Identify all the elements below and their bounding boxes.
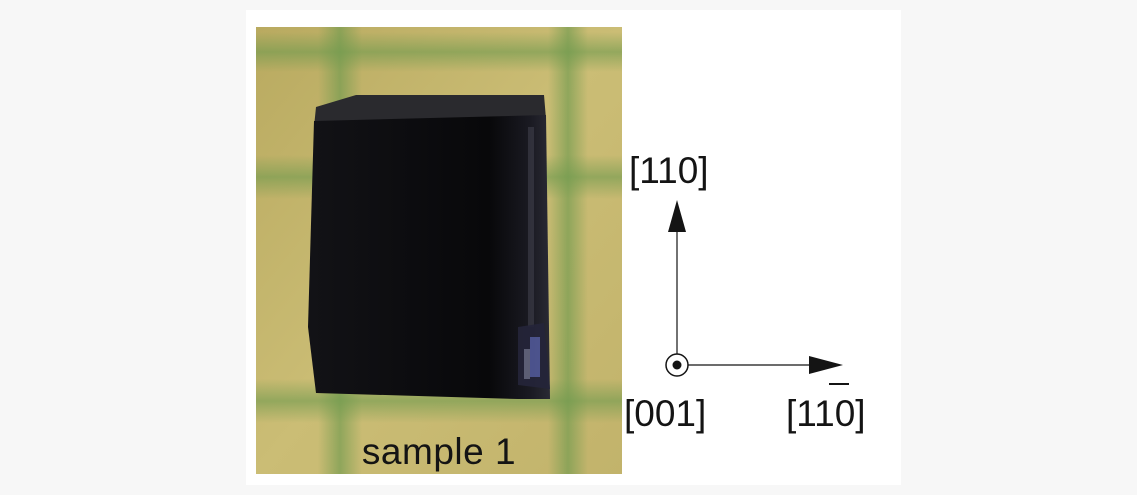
axis-1-10-overbar xyxy=(829,383,849,385)
out-of-plane-dot-icon xyxy=(672,360,682,370)
axis-001-label: [001] xyxy=(624,393,707,434)
crystal-axes-diagram xyxy=(665,200,843,377)
sample-photo-image xyxy=(256,27,622,474)
axis-1-10-arrowhead xyxy=(809,356,843,374)
axis-1-10-label: [110] xyxy=(786,393,866,434)
sample-photo: sample 1 xyxy=(256,27,622,474)
sample-label: sample 1 xyxy=(361,431,517,472)
axis-110-label: [110] xyxy=(629,150,709,191)
axis-110-arrowhead xyxy=(668,200,686,232)
